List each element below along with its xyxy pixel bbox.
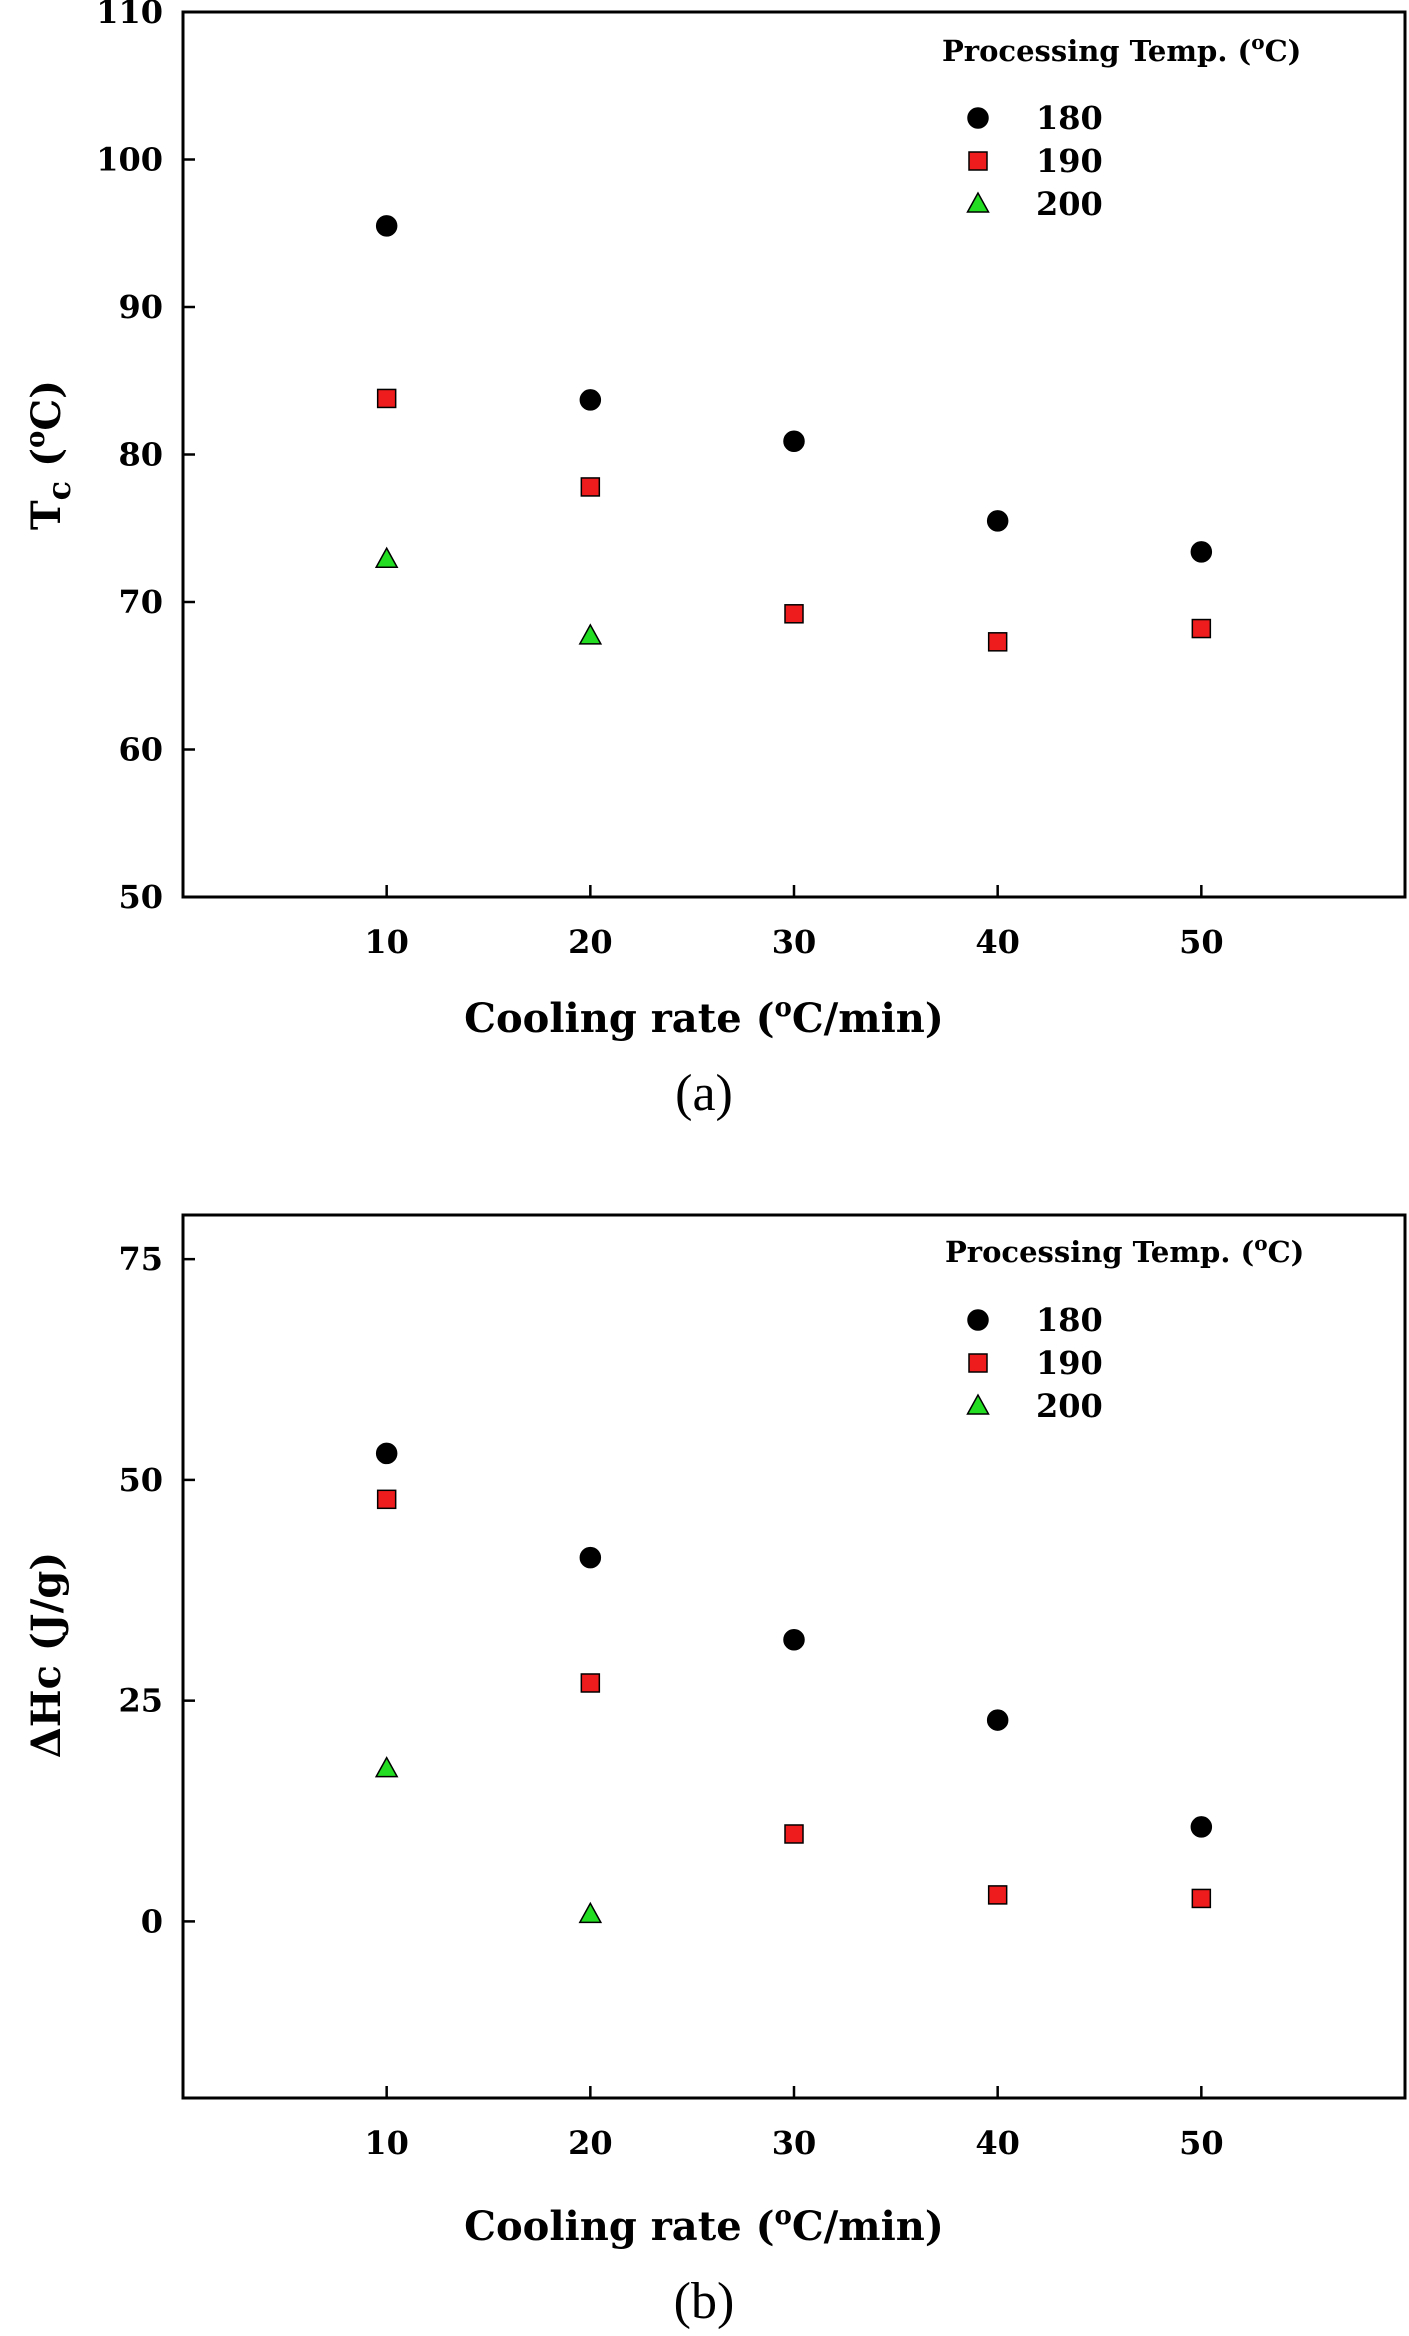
panel-caption: (b) — [674, 2273, 735, 2330]
data-point-190 — [987, 632, 1008, 652]
y-tick-label: 25 — [118, 1682, 163, 1720]
data-point-200 — [374, 546, 399, 568]
y-tick-label: 0 — [141, 1902, 163, 1940]
series-180 — [375, 1442, 1213, 1838]
data-point-190 — [1191, 1888, 1212, 1909]
x-tick-label: 30 — [772, 923, 817, 961]
data-point-180 — [375, 215, 398, 237]
legend-title: Processing Temp. (oC) — [942, 30, 1301, 68]
legend-marker-200 — [966, 191, 990, 213]
series-200 — [374, 1756, 603, 1924]
legend-title: Processing Temp. (oC) — [945, 1231, 1304, 1269]
plot-frame — [181, 1213, 1407, 2100]
data-point-180 — [1190, 1816, 1213, 1838]
x-tick-label: 40 — [975, 2124, 1020, 2162]
x-tick-label: 10 — [364, 2124, 409, 2162]
legend-marker-190 — [968, 151, 988, 171]
y-tick-label: 100 — [96, 141, 163, 179]
series-200 — [374, 546, 603, 645]
data-point-190 — [784, 604, 804, 624]
chart-panel-b: 0 25 50 75 10 20 30 40 50 Cooling rate (oC/min) ΔH… — [23, 1213, 1407, 2330]
legend: Processing Temp. (oC) 180 190 200 — [942, 30, 1301, 223]
legend: Processing Temp. (oC) 180 190 200 — [945, 1231, 1304, 1425]
legend-label: 180 — [1036, 99, 1103, 137]
legend-label: 190 — [1036, 1344, 1103, 1382]
y-tick-label: 50 — [118, 878, 163, 916]
data-point-180 — [1190, 541, 1213, 563]
x-tick-label: 50 — [1179, 2124, 1224, 2162]
y-tick-label: 90 — [118, 288, 163, 326]
panel-caption: (a) — [675, 1065, 733, 1122]
data-point-180 — [579, 389, 602, 411]
data-point-180 — [783, 1628, 805, 1651]
data-point-180 — [579, 1546, 602, 1569]
data-point-190 — [784, 1824, 804, 1844]
y-axis-title: ΔHc (J/g) — [23, 1552, 70, 1758]
legend-label: 200 — [1036, 185, 1103, 223]
data-point-190 — [376, 388, 397, 409]
data-point-180 — [783, 430, 805, 452]
legend-marker-190 — [968, 1353, 988, 1373]
data-point-200 — [578, 623, 603, 645]
y-tick-label: 75 — [118, 1240, 163, 1278]
x-tick-label: 30 — [772, 2124, 817, 2162]
data-point-190 — [580, 1673, 601, 1693]
plot-frame — [181, 10, 1407, 899]
x-tick-label: 50 — [1179, 923, 1224, 961]
y-tick-label: 110 — [96, 0, 163, 31]
y-tick-label: 70 — [118, 583, 163, 621]
x-tick-label: 40 — [975, 923, 1020, 961]
data-point-200 — [578, 1901, 603, 1924]
y-tick-label: 80 — [118, 436, 163, 474]
series-180 — [375, 215, 1213, 563]
x-tick-label: 20 — [568, 923, 613, 961]
y-tick-label: 60 — [118, 731, 163, 769]
legend-marker-180 — [967, 1309, 989, 1331]
data-point-180 — [986, 510, 1009, 532]
y-tick-label: 50 — [118, 1461, 163, 1499]
legend-marker-200 — [966, 1393, 990, 1415]
data-point-200 — [374, 1756, 399, 1778]
series-190 — [376, 1489, 1212, 1909]
data-point-180 — [375, 1442, 398, 1465]
x-tick-label: 20 — [568, 2124, 613, 2162]
data-point-190 — [580, 477, 601, 497]
x-tick-label: 10 — [364, 923, 409, 961]
legend-label: 200 — [1036, 1387, 1103, 1425]
series-190 — [376, 388, 1212, 652]
y-axis-title: Tc (oC) — [21, 380, 78, 530]
legend-label: 190 — [1036, 142, 1103, 180]
data-point-180 — [986, 1709, 1009, 1731]
data-point-190 — [987, 1885, 1008, 1905]
chart-panel-a: 50 60 70 80 90 100 110 10 20 30 40 50 Cooling rate (… — [21, 0, 1407, 1122]
legend-label: 180 — [1036, 1301, 1103, 1339]
x-axis-title: Cooling rate (oC/min) — [464, 2201, 944, 2250]
legend-marker-180 — [967, 107, 989, 129]
x-axis-title: Cooling rate (oC/min) — [464, 993, 944, 1042]
data-point-190 — [376, 1489, 397, 1510]
data-point-190 — [1191, 618, 1212, 639]
